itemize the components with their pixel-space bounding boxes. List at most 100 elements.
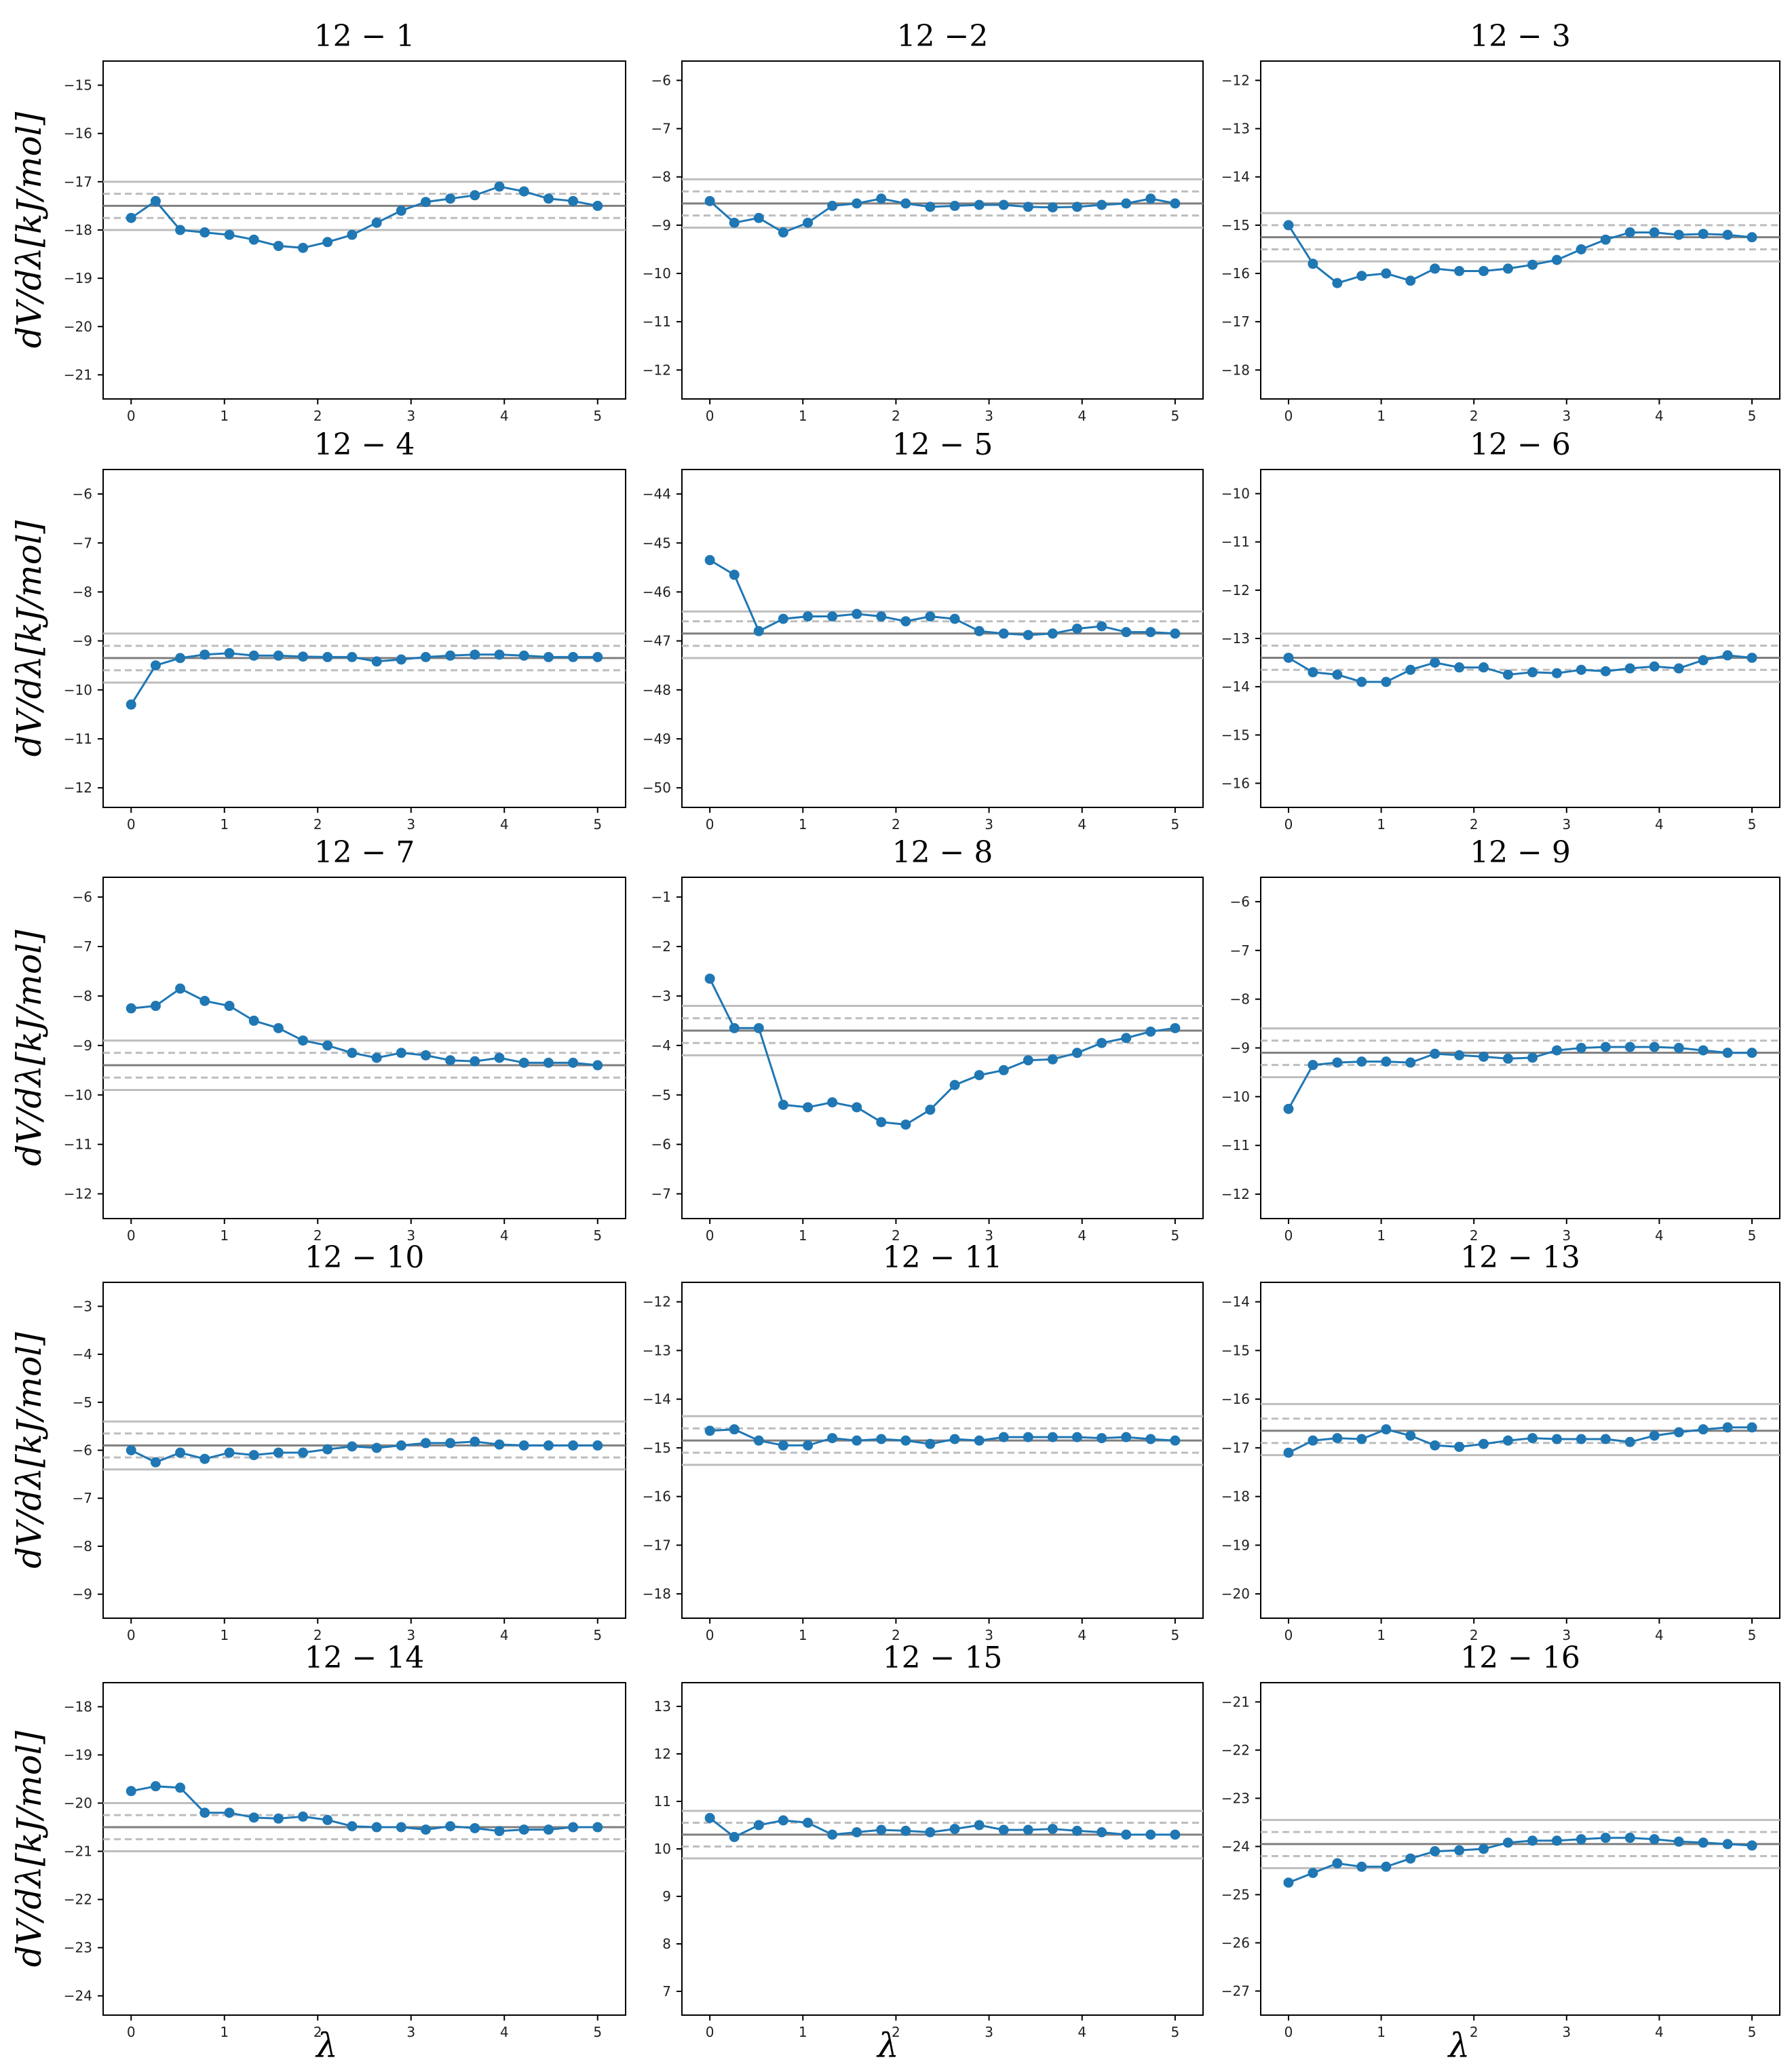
data-point	[470, 649, 480, 660]
data-point	[876, 1434, 887, 1445]
data-point	[1047, 1824, 1058, 1835]
y-tick-label: −46	[643, 584, 671, 600]
y-tick-label: −8	[1230, 991, 1250, 1008]
x-tick-label: 3	[406, 1627, 415, 1643]
x-tick-label: 3	[1562, 1227, 1571, 1244]
data-point	[1551, 668, 1562, 678]
data-point	[224, 648, 235, 659]
y-tick-label: −12	[64, 1186, 92, 1202]
axes-frame	[681, 469, 1204, 808]
y-tick-label: −24	[1221, 1838, 1250, 1854]
data-point	[1430, 1048, 1441, 1059]
x-tick-label: 2	[892, 1627, 900, 1643]
axes-frame	[102, 877, 626, 1219]
data-point	[420, 1050, 431, 1060]
data-point	[1381, 1424, 1392, 1435]
data-point	[1308, 1435, 1318, 1446]
data-point	[1405, 1853, 1416, 1864]
data-point	[1454, 265, 1465, 276]
data-point	[248, 234, 259, 245]
x-tick-label: 2	[313, 1227, 322, 1244]
subplot-title: 12 − 13	[1460, 1240, 1580, 1275]
data-point	[592, 1060, 603, 1071]
data-point	[568, 1440, 579, 1451]
data-point	[273, 240, 284, 251]
subplot-7: 12 − 7 −12 −11 −10 −9 −8 −7 −6 0 1 2 3 4 5	[64, 835, 626, 1244]
data-point	[494, 649, 505, 660]
axes-frame	[1260, 60, 1780, 400]
data-point	[175, 1447, 186, 1458]
data-point	[827, 611, 838, 622]
data-point	[396, 1822, 406, 1833]
subplot-title: 12 − 10	[305, 1240, 425, 1275]
data-point	[729, 1832, 740, 1842]
data-point	[753, 626, 764, 636]
y-axis-label: dV/dλ[kJ/mol]	[9, 930, 49, 1166]
data-point	[803, 217, 814, 228]
data-point	[445, 650, 456, 661]
data-point	[322, 237, 333, 248]
y-tick-label: −6	[651, 1136, 671, 1153]
y-tick-label: −19	[1221, 1537, 1250, 1553]
x-tick-label: 5	[593, 2024, 602, 2040]
data-point	[248, 650, 259, 661]
data-point	[199, 1453, 210, 1464]
axes-frame	[681, 60, 1204, 400]
data-point	[1747, 1422, 1757, 1433]
data-point	[1023, 1432, 1033, 1442]
data-point	[704, 1813, 715, 1823]
data-point	[1600, 234, 1611, 245]
data-point	[729, 217, 740, 228]
subplot-4: 12 − 4 −12 −11 −10 −9 −8 −7 −6 0 1 2 3 4 5	[64, 427, 626, 833]
data-point	[224, 1001, 235, 1012]
y-tick-label: −12	[1221, 582, 1250, 598]
x-tick-label: 1	[220, 1227, 229, 1244]
data-point	[1308, 1060, 1318, 1071]
y-tick-label: −9	[1230, 1040, 1250, 1056]
data-point	[876, 1117, 887, 1128]
y-tick-label: −3	[73, 1298, 92, 1314]
x-tick-label: 5	[1748, 1227, 1757, 1244]
data-point	[1698, 1837, 1709, 1848]
data-point	[175, 225, 186, 235]
data-point	[1698, 1045, 1709, 1056]
data-point	[592, 651, 603, 662]
data-point	[1381, 268, 1392, 279]
data-point	[998, 1824, 1009, 1835]
data-point	[470, 190, 480, 201]
data-point	[827, 1097, 838, 1108]
data-point	[1145, 1026, 1156, 1037]
data-point	[1283, 1103, 1294, 1114]
data-point	[1430, 1440, 1441, 1451]
subplot-title: 12 − 3	[1470, 19, 1571, 54]
data-point	[852, 1102, 862, 1113]
data-point	[298, 1035, 309, 1046]
data-point	[199, 227, 210, 238]
y-tick-label: −15	[643, 1440, 671, 1456]
data-point	[1145, 1434, 1156, 1445]
data-point	[1283, 220, 1294, 231]
x-tick-label: 1	[799, 2024, 807, 2040]
data-point	[568, 1822, 579, 1833]
x-tick-label: 0	[706, 2024, 714, 2040]
x-tick-label: 5	[1170, 1627, 1179, 1643]
data-point	[248, 1812, 259, 1823]
data-point	[852, 1435, 862, 1446]
x-tick-label: 4	[1655, 816, 1664, 833]
data-point	[1551, 1835, 1562, 1846]
x-tick-label: 1	[220, 408, 229, 424]
y-tick-label: −13	[1221, 630, 1250, 647]
y-tick-label: −45	[643, 535, 671, 551]
data-point	[925, 1827, 936, 1837]
data-point	[1097, 199, 1107, 210]
data-point	[322, 1444, 333, 1455]
data-point	[1747, 1840, 1757, 1851]
data-point	[1097, 621, 1107, 632]
data-point	[1454, 1050, 1465, 1060]
y-tick-label: −21	[64, 366, 92, 383]
x-tick-label: 3	[406, 2024, 415, 2040]
data-point	[298, 651, 309, 662]
x-tick-label: 4	[1078, 2024, 1086, 2040]
data-point	[199, 995, 210, 1006]
